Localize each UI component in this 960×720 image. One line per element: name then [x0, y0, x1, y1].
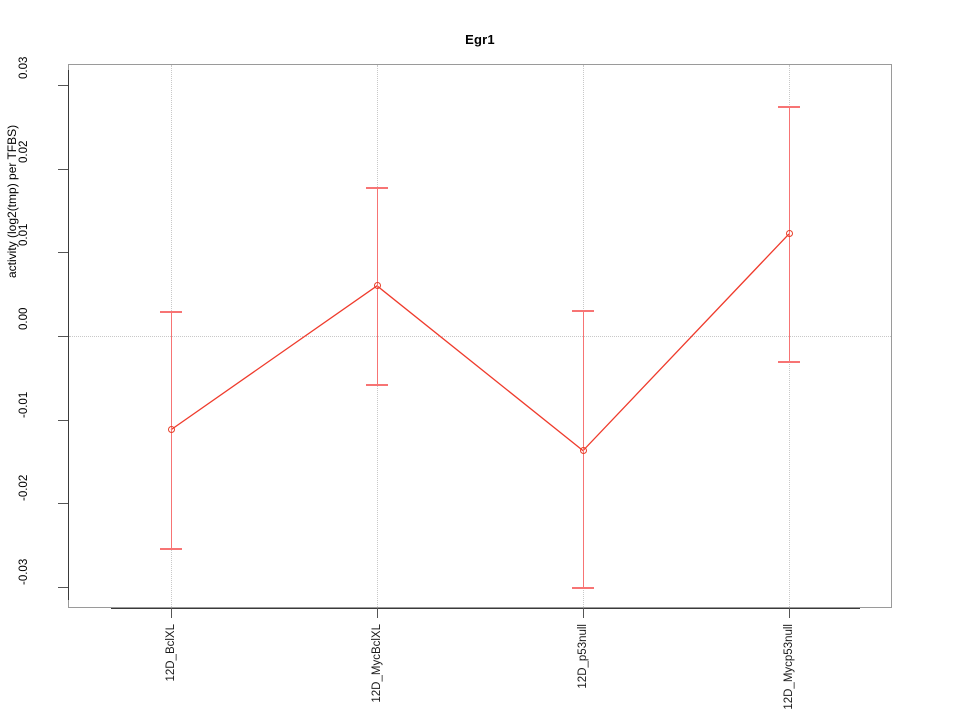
data-point-marker — [373, 282, 381, 290]
error-bar-cap-upper — [366, 187, 388, 190]
plot-area — [68, 64, 892, 608]
x-axis-tick — [171, 608, 172, 618]
error-bar-cap-upper — [572, 310, 594, 313]
data-point-marker — [579, 447, 587, 455]
error-bar-cap-lower — [366, 383, 388, 386]
error-bar-cap-upper — [778, 105, 800, 108]
error-bar-cap-lower — [160, 547, 182, 550]
x-axis-tick — [789, 608, 790, 618]
error-bar-cap-lower — [572, 587, 594, 590]
x-axis-tick — [377, 608, 378, 618]
y-axis-tick — [58, 336, 68, 337]
error-bar-cap-upper — [160, 310, 182, 313]
y-axis-tick — [58, 168, 68, 170]
x-axis-line — [111, 608, 860, 609]
x-axis-tick-label: 12D_BclXL — [165, 624, 177, 682]
x-axis-tick-label: 12D_Mycp53null — [783, 624, 795, 710]
y-axis-tick — [58, 419, 68, 421]
gridline-zero — [69, 336, 891, 337]
x-axis-tick-label: 12D_MycBclXL — [371, 624, 383, 703]
data-point-marker — [167, 426, 175, 434]
x-axis-tick — [583, 608, 584, 618]
data-point-marker — [785, 230, 793, 238]
y-axis-tick — [58, 84, 68, 86]
y-axis-tick — [58, 252, 68, 254]
y-axis-line — [68, 70, 69, 600]
error-bar-cap-lower — [778, 361, 800, 364]
chart-title: Egr1 — [465, 32, 495, 47]
y-axis-tick — [58, 503, 68, 505]
y-axis-tick — [58, 587, 68, 589]
x-axis-tick-label: 12D_p53null — [577, 624, 589, 689]
